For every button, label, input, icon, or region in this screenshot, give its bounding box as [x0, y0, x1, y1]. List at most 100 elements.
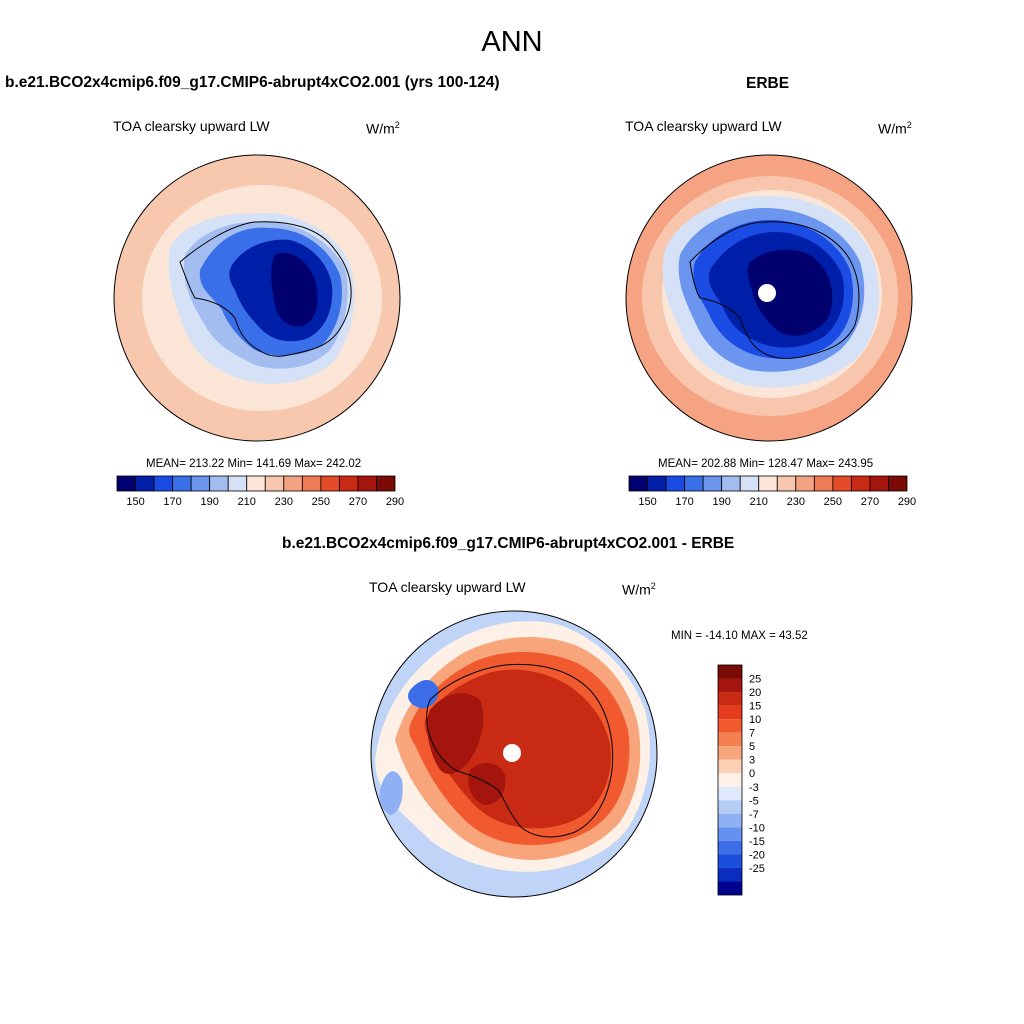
colorbar2-box-1 [647, 475, 667, 492]
colorbar1-tick-label: 190 [200, 496, 218, 508]
colorbar1-box-3 [172, 475, 192, 492]
map3-band-15 [427, 693, 484, 775]
colorbar2-tick-label: 150 [638, 496, 656, 508]
colorbar3-box-14 [718, 854, 742, 868]
panel3-stats: MIN = -14.10 MAX = 43.52 [671, 630, 808, 642]
panel1-units: W/m2 [366, 120, 400, 137]
colorbar3-box-10 [718, 800, 742, 814]
colorbar2-box-2 [665, 475, 685, 492]
colorbar2-box-0 [628, 475, 648, 492]
colorbar1-box-10 [301, 475, 322, 492]
map3-band-20 [468, 763, 506, 805]
colorbar3-tick-label: -20 [749, 849, 765, 861]
main-title: ANN [481, 26, 543, 58]
colorbar2-box-14 [888, 475, 908, 492]
panel2-units: W/m2 [878, 120, 912, 137]
colorbar3-box-7 [718, 759, 742, 774]
map2-pole-hole [758, 284, 776, 302]
colorbar3-tick-label: -3 [749, 782, 759, 794]
map1 [114, 155, 400, 441]
colorbar1-box-5 [209, 475, 229, 492]
colorbar1-box-1 [135, 475, 155, 492]
panel3-units: W/m2 [622, 581, 656, 598]
colorbar3-tick-label: 10 [749, 714, 761, 726]
map2-band-core [747, 249, 833, 336]
colorbar3-tick-label: -7 [749, 809, 759, 821]
colorbar2-tick-label: 170 [675, 496, 693, 508]
colorbar3-box-9 [718, 786, 742, 801]
colorbar3-box-8 [718, 773, 742, 787]
colorbar2-box-9 [795, 475, 815, 492]
panel1-title: b.e21.BCO2x4cmip6.f09_g17.CMIP6-abrupt4x… [5, 74, 500, 91]
colorbar1-box-9 [283, 475, 303, 492]
map1-coastline [179, 221, 352, 357]
colorbar3-box-4 [718, 719, 742, 733]
colorbar2-box-4 [702, 475, 723, 492]
map3-band-neg-west [379, 771, 403, 815]
panel1-variable-label: TOA clearsky upward LW [113, 118, 270, 134]
colorbar3-box-6 [718, 746, 742, 760]
colorbar3-tick-label: -25 [749, 863, 765, 875]
colorbar2-tick-label: 210 [750, 496, 768, 508]
colorbar1-tick-label: 210 [238, 496, 256, 508]
colorbar3-box-0 [718, 665, 742, 679]
map3 [371, 611, 657, 897]
colorbar3-tick-label: -5 [749, 795, 759, 807]
colorbar3-box-15 [718, 867, 742, 882]
colorbar3-box-16 [718, 881, 742, 895]
colorbar3-tick-label: 7 [749, 728, 755, 740]
colorbar3-tick-label: 3 [749, 755, 755, 767]
colorbar2-tick-label: 190 [712, 496, 730, 508]
map2 [626, 155, 912, 441]
colorbar3-tick-label: 5 [749, 741, 755, 753]
panel2-title: ERBE [746, 75, 790, 92]
panel3-title: b.e21.BCO2x4cmip6.f09_g17.CMIP6-abrupt4x… [282, 535, 735, 552]
colorbar1-tick-label: 230 [275, 496, 293, 508]
colorbar2-box-3 [684, 475, 704, 492]
colorbar-panel1: 150 170 190 210 230 250 270 290 [116, 475, 404, 508]
panel3-variable-label: TOA clearsky upward LW [369, 579, 526, 595]
colorbar1-tick-label: 270 [349, 496, 367, 508]
colorbar3-tick-label: 25 [749, 674, 761, 686]
colorbar2-tick-label: 270 [861, 496, 879, 508]
colorbar1-tick-label: 250 [312, 496, 330, 508]
colorbar3-tick-label: 20 [749, 687, 761, 699]
colorbar1-box-12 [338, 475, 359, 492]
colorbar2-tick-label: 250 [824, 496, 842, 508]
colorbar2-tick-label: 290 [898, 496, 916, 508]
colorbar3-box-3 [718, 705, 742, 720]
colorbar3-box-11 [718, 813, 742, 828]
colorbar3-tick-label: -15 [749, 836, 765, 848]
colorbar2-tick-label: 230 [787, 496, 805, 508]
colorbar1-box-2 [153, 475, 173, 492]
map3-band-neg-small [408, 679, 439, 709]
colorbar1-box-7 [246, 475, 266, 492]
colorbar2-box-10 [813, 475, 834, 492]
colorbar1-box-6 [227, 475, 248, 492]
colorbar1-box-13 [357, 475, 377, 492]
colorbar1-tick-label: 150 [126, 496, 144, 508]
map2-frame [625, 154, 913, 442]
map3-pole-hole [503, 744, 521, 762]
colorbar3-box-2 [718, 692, 742, 706]
colorbar1-tick-label: 290 [386, 496, 404, 508]
map3-coastline [426, 663, 614, 838]
colorbar1-box-8 [264, 475, 285, 492]
colorbar3-box-12 [718, 827, 742, 841]
colorbar-panel2: 150 170 190 210 230 250 270 290 [628, 475, 916, 508]
colorbar1-box-11 [320, 475, 340, 492]
colorbar2-box-12 [851, 475, 871, 492]
colorbar3-tick-label: 15 [749, 701, 761, 713]
map2-coastline [689, 221, 860, 359]
colorbar1-box-14 [376, 475, 396, 492]
colorbar3-tick-label: 0 [749, 768, 755, 780]
colorbar2-box-13 [869, 475, 889, 492]
panel2-variable-label: TOA clearsky upward LW [625, 118, 782, 134]
map3-frame [370, 610, 658, 898]
panel2-stats: MEAN= 202.88 Min= 128.47 Max= 243.95 [658, 458, 874, 470]
colorbar3-box-13 [718, 840, 742, 855]
colorbar3-tick-label: -10 [749, 822, 765, 834]
colorbar3-box-1 [718, 678, 742, 693]
map1-band-core [271, 252, 318, 327]
